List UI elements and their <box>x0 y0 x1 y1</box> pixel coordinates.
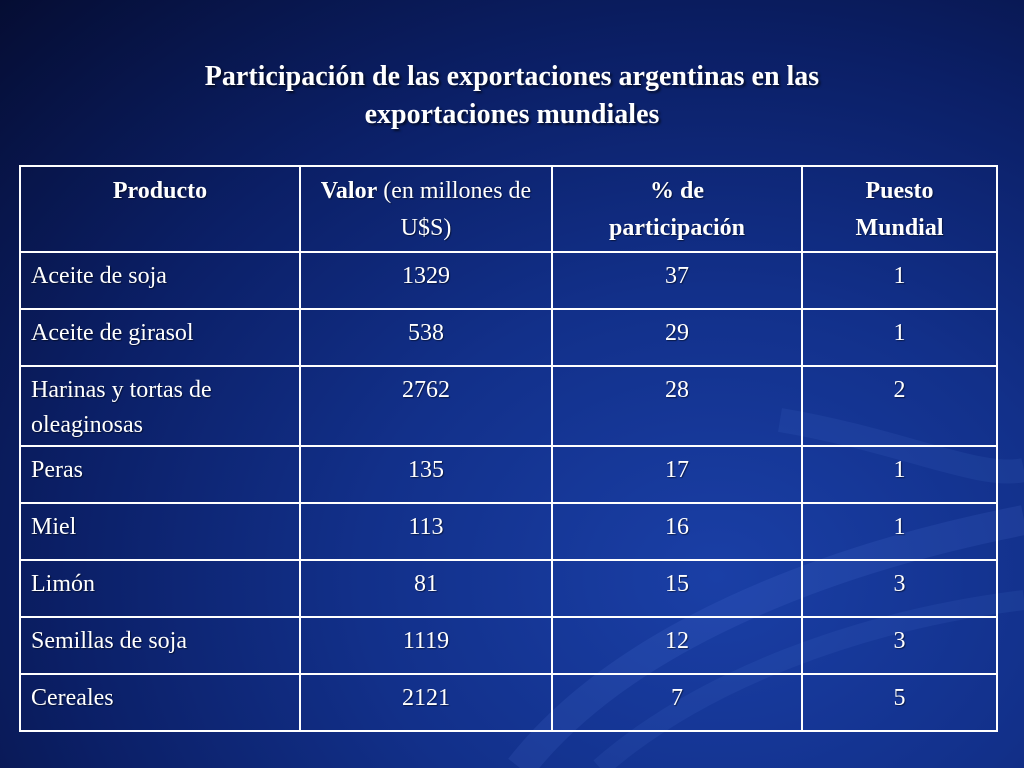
slide-title: Participación de las exportaciones argen… <box>0 58 1024 134</box>
cell-valor: 81 <box>299 559 553 618</box>
header-producto: Producto <box>19 165 301 253</box>
cell-puesto: 3 <box>801 559 998 618</box>
table-row: Limón 81 15 3 <box>19 559 998 618</box>
cell-valor: 2762 <box>299 365 553 447</box>
slide-title-line2: exportaciones mundiales <box>364 99 660 130</box>
cell-producto: Aceite de soja <box>19 251 301 310</box>
header-puesto: Puesto Mundial <box>801 165 998 253</box>
cell-puesto: 3 <box>801 616 998 675</box>
table-row: Semillas de soja 1119 12 3 <box>19 616 998 675</box>
cell-participacion: 12 <box>551 616 803 675</box>
header-valor-bold: Valor <box>320 178 378 204</box>
cell-puesto: 5 <box>801 673 998 732</box>
cell-participacion: 15 <box>551 559 803 618</box>
cell-participacion: 17 <box>551 445 803 504</box>
cell-participacion: 7 <box>551 673 803 732</box>
cell-valor: 1329 <box>299 251 553 310</box>
cell-participacion: 28 <box>551 365 803 447</box>
cell-puesto: 1 <box>801 308 998 367</box>
cell-producto: Cereales <box>19 673 301 732</box>
cell-participacion: 29 <box>551 308 803 367</box>
table-row: Aceite de girasol 538 29 1 <box>19 308 998 367</box>
cell-valor: 2121 <box>299 673 553 732</box>
exports-table: Producto Valor (en millones de U$S) % de… <box>19 165 998 732</box>
cell-producto: Aceite de girasol <box>19 308 301 367</box>
table-row: Aceite de soja 1329 37 1 <box>19 251 998 310</box>
cell-producto: Peras <box>19 445 301 504</box>
cell-producto: Miel <box>19 502 301 561</box>
cell-producto: Harinas y tortas de oleaginosas <box>19 365 301 447</box>
cell-puesto: 1 <box>801 445 998 504</box>
table-row: Peras 135 17 1 <box>19 445 998 504</box>
slide-title-line1: Participación de las exportaciones argen… <box>204 61 820 92</box>
cell-producto: Semillas de soja <box>19 616 301 675</box>
cell-participacion: 37 <box>551 251 803 310</box>
cell-valor: 538 <box>299 308 553 367</box>
header-valor-rest: (en millones de U$S) <box>377 178 532 241</box>
table-row: Miel 113 16 1 <box>19 502 998 561</box>
cell-puesto: 1 <box>801 251 998 310</box>
table-header-row: Producto Valor (en millones de U$S) % de… <box>19 165 998 253</box>
cell-puesto: 2 <box>801 365 998 447</box>
cell-valor: 113 <box>299 502 553 561</box>
cell-valor: 1119 <box>299 616 553 675</box>
cell-participacion: 16 <box>551 502 803 561</box>
header-valor: Valor (en millones de U$S) <box>299 165 553 253</box>
table-row: Harinas y tortas de oleaginosas 2762 28 … <box>19 365 998 447</box>
header-participacion: % de participación <box>551 165 803 253</box>
cell-producto: Limón <box>19 559 301 618</box>
table-row: Cereales 2121 7 5 <box>19 673 998 732</box>
cell-puesto: 1 <box>801 502 998 561</box>
cell-valor: 135 <box>299 445 553 504</box>
